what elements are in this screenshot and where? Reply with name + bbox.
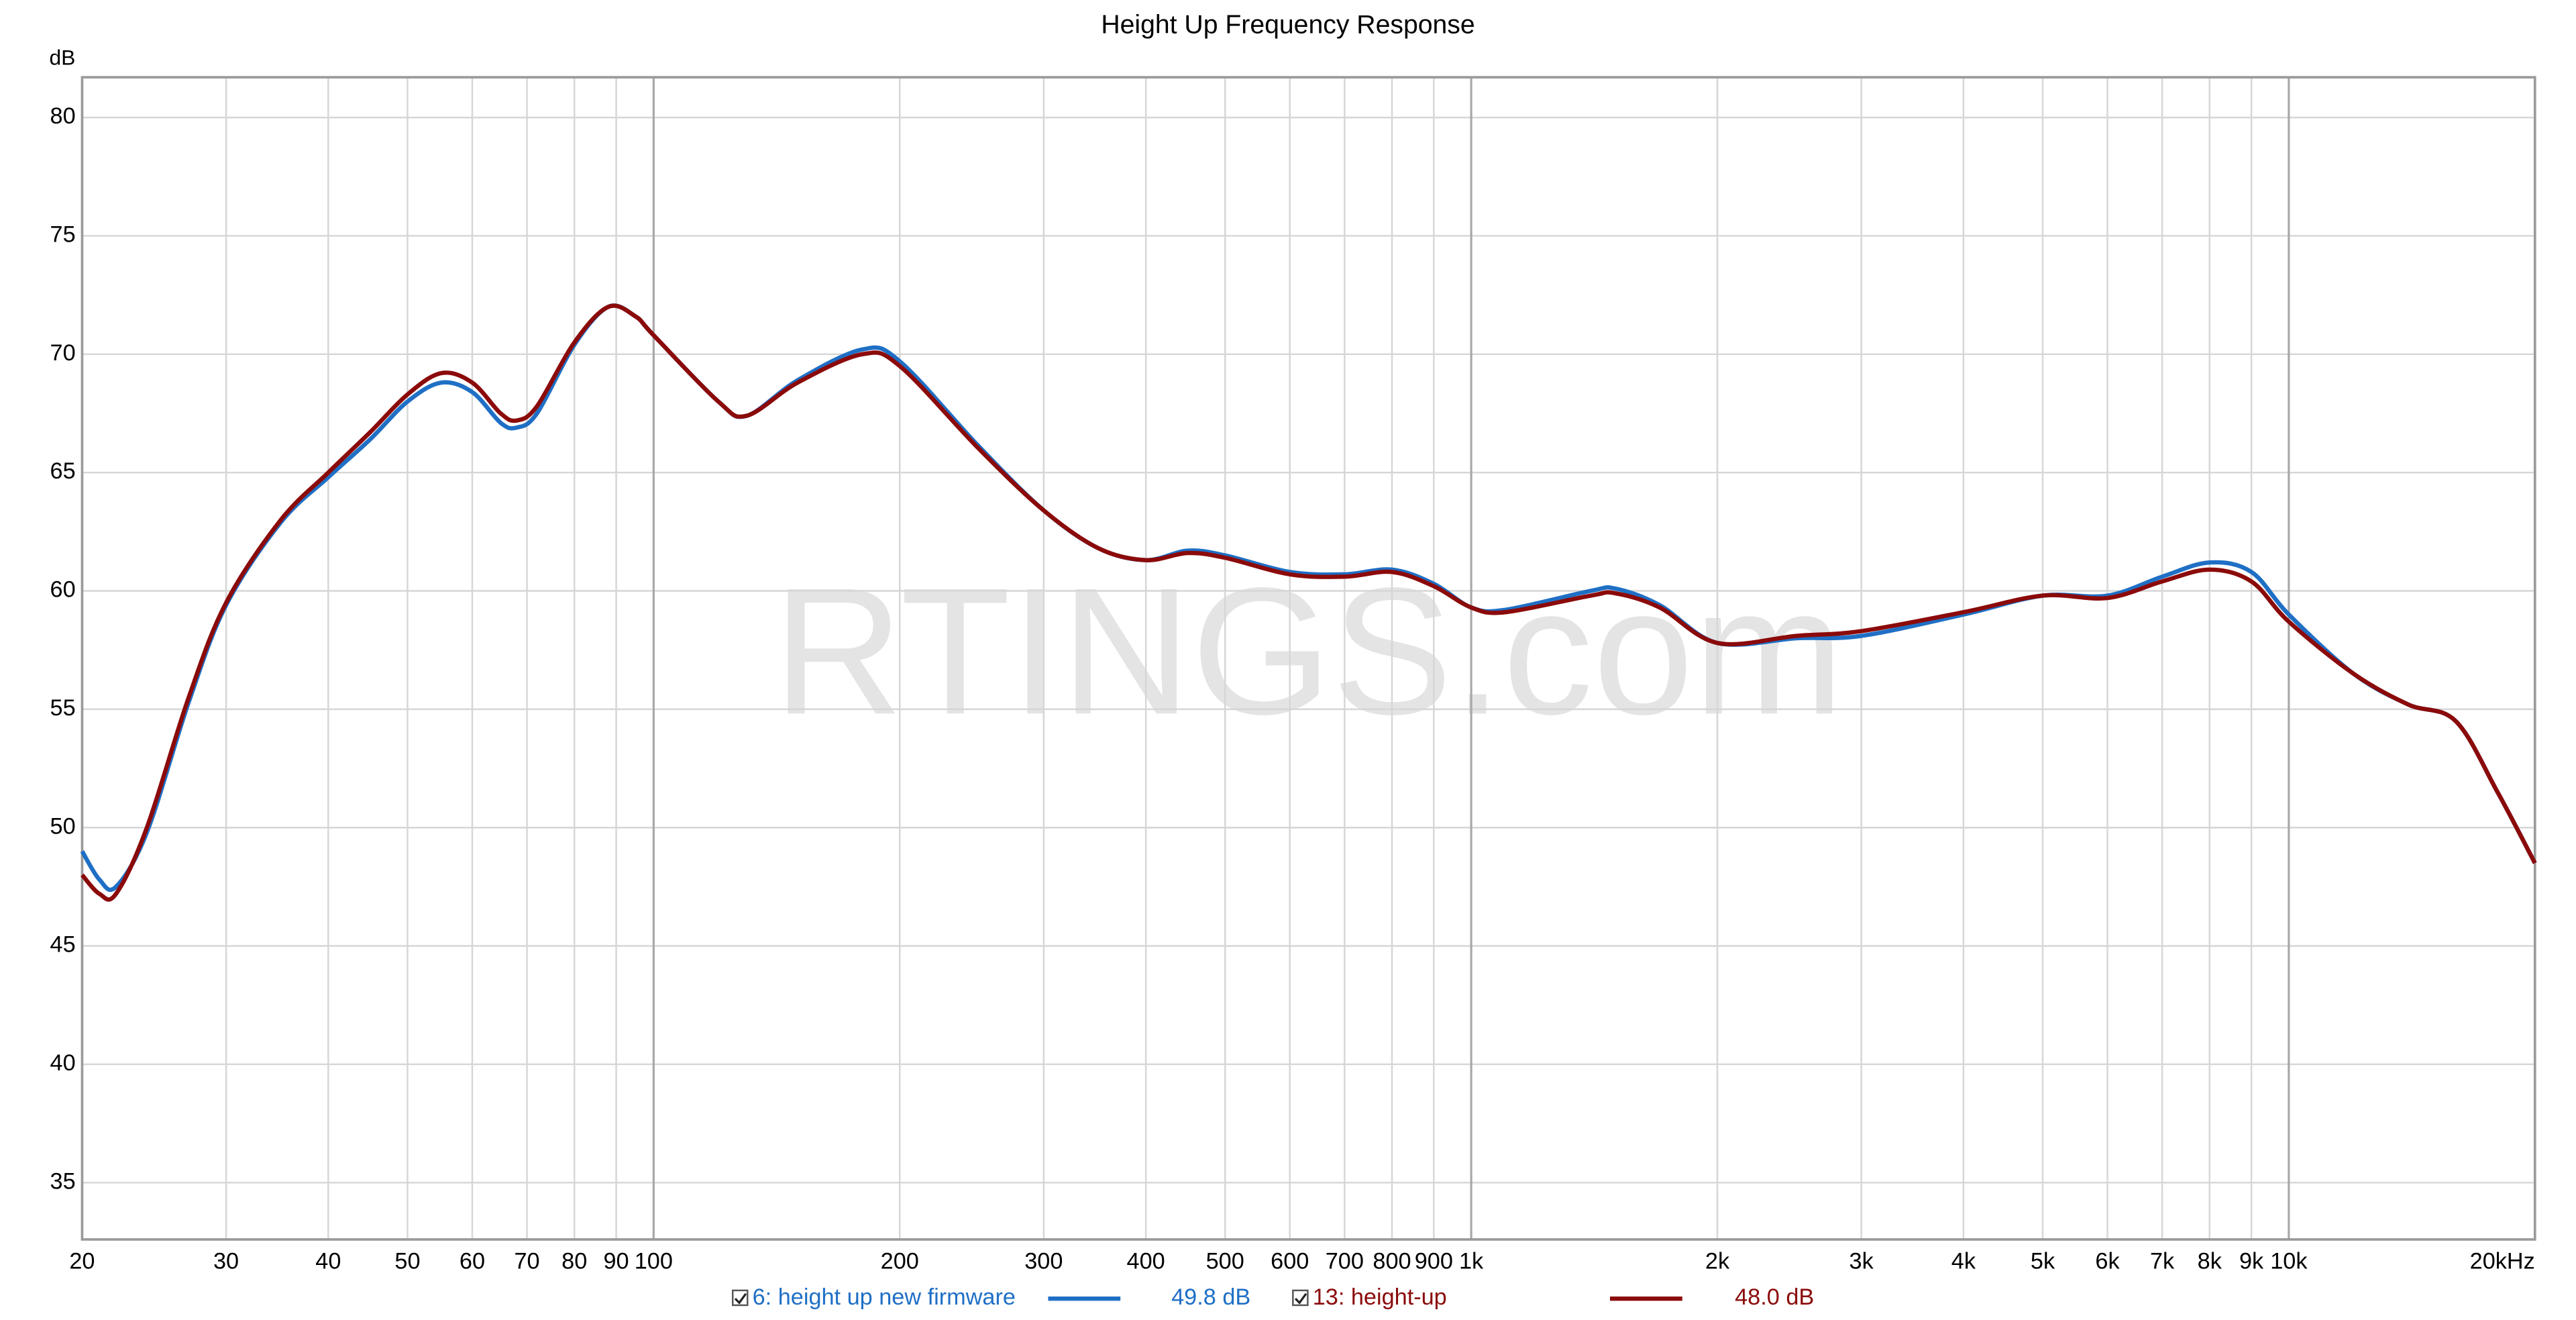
x-tick-label: 7k bbox=[2150, 1248, 2175, 1274]
x-tick-label: 400 bbox=[1127, 1248, 1165, 1274]
x-tick-label: 30 bbox=[213, 1248, 239, 1274]
legend-label: 13: height-up bbox=[1313, 1284, 1447, 1310]
x-tick-label: 80 bbox=[561, 1248, 587, 1274]
y-tick-label: 70 bbox=[50, 340, 76, 366]
legend-checkbox[interactable] bbox=[1292, 1289, 1309, 1307]
x-tick-label: 700 bbox=[1326, 1248, 1364, 1274]
y-tick-label: 50 bbox=[50, 813, 76, 839]
x-tick-label: 1k bbox=[1459, 1248, 1484, 1274]
x-tick-label: 3k bbox=[1849, 1248, 1874, 1274]
x-tick-label: 90 bbox=[604, 1248, 629, 1274]
legend-label: 6: height up new firmware bbox=[753, 1284, 1016, 1310]
x-tick-label: 900 bbox=[1415, 1248, 1453, 1274]
x-tick-label: 60 bbox=[460, 1248, 485, 1274]
x-tick-label: 300 bbox=[1024, 1248, 1063, 1274]
legend-value: 49.8 dB bbox=[1171, 1284, 1250, 1310]
y-tick-label: 55 bbox=[50, 695, 76, 721]
chart-title: Height Up Frequency Response bbox=[1101, 11, 1474, 40]
plot-frame bbox=[80, 76, 2536, 1241]
y-axis-label: dB bbox=[49, 46, 75, 70]
x-tick-label: 100 bbox=[635, 1248, 673, 1274]
x-tick-label: 10k bbox=[2270, 1248, 2308, 1274]
y-tick-label: 45 bbox=[50, 932, 76, 958]
x-tick-label: 5k bbox=[2031, 1248, 2055, 1274]
x-tick-label: 600 bbox=[1271, 1248, 1309, 1274]
x-tick-label: 9k bbox=[2239, 1248, 2264, 1274]
x-tick-label: 6k bbox=[2095, 1248, 2120, 1274]
y-tick-label: 40 bbox=[50, 1050, 76, 1076]
x-tick-label: 800 bbox=[1373, 1248, 1411, 1274]
series-line bbox=[80, 303, 2537, 902]
y-tick-label: 75 bbox=[50, 222, 76, 248]
watermark: RTINGS.com bbox=[773, 550, 1844, 752]
x-tick-label: 500 bbox=[1206, 1248, 1244, 1274]
x-tick-label: 40 bbox=[315, 1248, 341, 1274]
legend-value: 48.0 dB bbox=[1735, 1284, 1814, 1310]
checkmark bbox=[1294, 1292, 1307, 1305]
x-tick-label: 50 bbox=[394, 1248, 420, 1274]
legend-item[interactable]: 13: height-up 48.0 dB bbox=[1292, 1284, 1814, 1310]
checkmark bbox=[734, 1292, 747, 1305]
y-tick-label: 80 bbox=[50, 103, 76, 129]
x-tick-label: 200 bbox=[881, 1248, 919, 1274]
x-tick-label: 4k bbox=[1951, 1248, 1976, 1274]
x-tick-label: 2k bbox=[1705, 1248, 1730, 1274]
x-tick-label: 20kHz bbox=[2470, 1248, 2535, 1274]
y-tick-label: 60 bbox=[50, 577, 76, 603]
y-tick-label: 65 bbox=[50, 458, 76, 484]
x-tick-label: 8k bbox=[2198, 1248, 2222, 1274]
x-tick-label: 20 bbox=[69, 1248, 95, 1274]
y-tick-label: 35 bbox=[50, 1168, 76, 1194]
legend-checkbox[interactable] bbox=[732, 1289, 749, 1307]
legend-item[interactable]: 6: height up new firmware 49.8 dB bbox=[732, 1284, 1250, 1310]
x-tick-label: 70 bbox=[514, 1248, 539, 1274]
